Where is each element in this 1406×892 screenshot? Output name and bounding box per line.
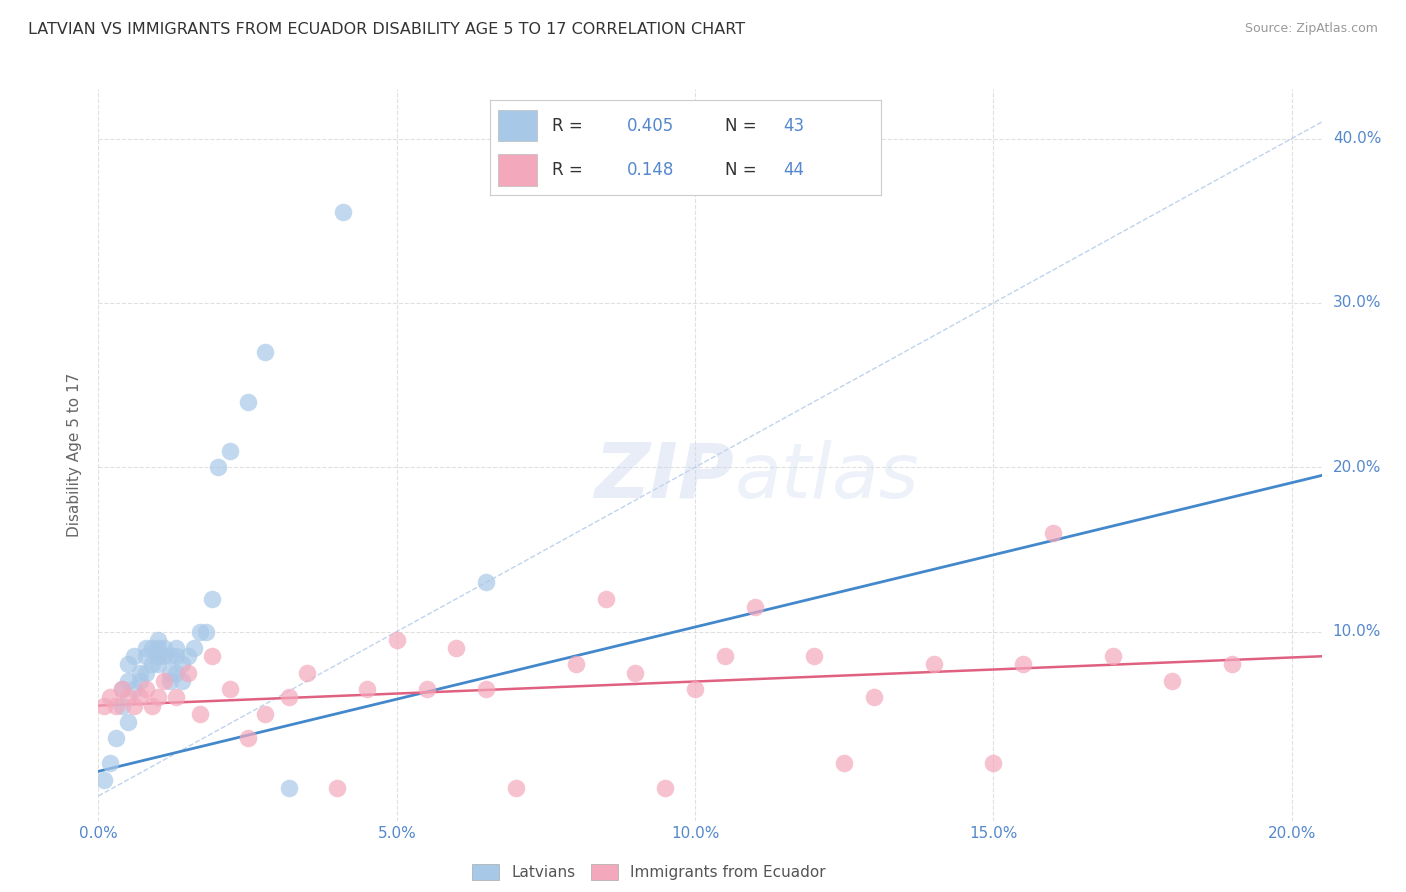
- Point: [415, 682, 437, 697]
- Point: [141, 641, 163, 656]
- Point: [446, 641, 468, 656]
- Point: [1101, 649, 1123, 664]
- Point: [983, 756, 1005, 771]
- Point: [177, 649, 200, 664]
- Point: [141, 657, 163, 672]
- Point: [624, 665, 647, 680]
- Point: [565, 657, 588, 672]
- Point: [863, 690, 886, 705]
- Point: [98, 690, 121, 705]
- Point: [332, 205, 354, 219]
- Point: [326, 780, 349, 795]
- Text: LATVIAN VS IMMIGRANTS FROM ECUADOR DISABILITY AGE 5 TO 17 CORRELATION CHART: LATVIAN VS IMMIGRANTS FROM ECUADOR DISAB…: [28, 22, 745, 37]
- Point: [1012, 657, 1035, 672]
- Point: [111, 682, 134, 697]
- Point: [141, 698, 163, 713]
- Text: atlas: atlas: [734, 440, 920, 514]
- Point: [278, 690, 301, 705]
- Point: [146, 649, 169, 664]
- Point: [188, 706, 211, 721]
- Point: [278, 780, 301, 795]
- Point: [236, 394, 259, 409]
- Point: [111, 698, 134, 713]
- Point: [146, 657, 169, 672]
- Point: [105, 731, 128, 746]
- Point: [105, 698, 128, 713]
- Point: [135, 649, 157, 664]
- Point: [654, 780, 676, 795]
- Point: [165, 641, 187, 656]
- Point: [122, 698, 145, 713]
- Point: [135, 641, 157, 656]
- Point: [165, 690, 187, 705]
- Point: [254, 706, 277, 721]
- Text: ZIP: ZIP: [595, 440, 734, 514]
- Point: [159, 649, 181, 664]
- Point: [177, 665, 200, 680]
- Point: [207, 460, 229, 475]
- Point: [194, 624, 217, 639]
- Text: Source: ZipAtlas.com: Source: ZipAtlas.com: [1244, 22, 1378, 36]
- Point: [475, 575, 498, 590]
- Point: [93, 772, 115, 787]
- Point: [117, 657, 139, 672]
- Point: [170, 673, 193, 688]
- Point: [297, 665, 319, 680]
- Text: 10.0%: 10.0%: [1333, 624, 1381, 639]
- Point: [146, 690, 169, 705]
- Point: [98, 756, 121, 771]
- Point: [135, 665, 157, 680]
- Point: [146, 641, 169, 656]
- Point: [188, 624, 211, 639]
- Point: [159, 673, 181, 688]
- Point: [356, 682, 378, 697]
- Point: [93, 698, 115, 713]
- Y-axis label: Disability Age 5 to 17: Disability Age 5 to 17: [67, 373, 83, 537]
- Point: [183, 641, 205, 656]
- Point: [122, 649, 145, 664]
- Point: [201, 591, 224, 606]
- Point: [714, 649, 737, 664]
- Point: [165, 649, 187, 664]
- Point: [170, 657, 193, 672]
- Point: [129, 673, 152, 688]
- Point: [1161, 673, 1184, 688]
- Point: [159, 665, 181, 680]
- Point: [201, 649, 224, 664]
- Point: [832, 756, 855, 771]
- Point: [236, 731, 259, 746]
- Text: 30.0%: 30.0%: [1333, 295, 1381, 310]
- Point: [744, 599, 766, 614]
- Point: [218, 682, 240, 697]
- Point: [385, 632, 408, 647]
- Point: [505, 780, 527, 795]
- Point: [803, 649, 825, 664]
- Point: [146, 632, 169, 647]
- Point: [129, 665, 152, 680]
- Point: [1220, 657, 1243, 672]
- Legend: Latvians, Immigrants from Ecuador: Latvians, Immigrants from Ecuador: [465, 858, 832, 886]
- Point: [129, 690, 152, 705]
- Text: 40.0%: 40.0%: [1333, 131, 1381, 146]
- Text: 20.0%: 20.0%: [1333, 459, 1381, 475]
- Point: [475, 682, 498, 697]
- Point: [111, 682, 134, 697]
- Point: [117, 673, 139, 688]
- Point: [254, 345, 277, 359]
- Point: [218, 443, 240, 458]
- Point: [165, 665, 187, 680]
- Point: [153, 649, 176, 664]
- Point: [595, 591, 617, 606]
- Point: [135, 682, 157, 697]
- Point: [122, 682, 145, 697]
- Point: [153, 673, 176, 688]
- Point: [117, 714, 139, 729]
- Point: [1042, 526, 1064, 541]
- Point: [922, 657, 945, 672]
- Point: [117, 690, 139, 705]
- Point: [153, 641, 176, 656]
- Point: [683, 682, 706, 697]
